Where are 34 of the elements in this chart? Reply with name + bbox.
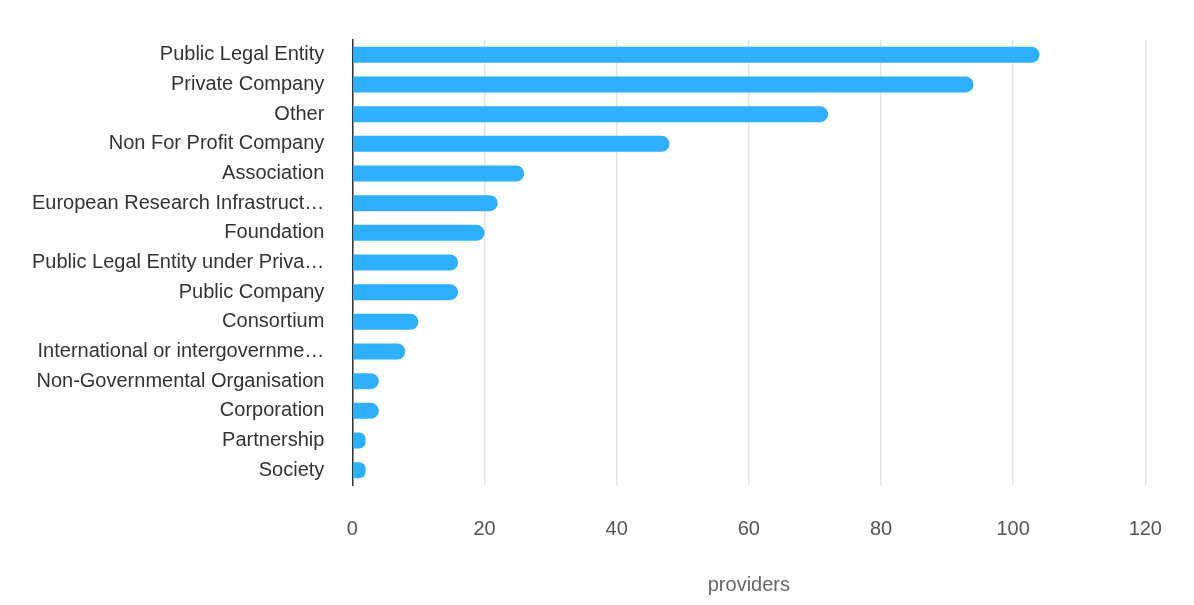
y-tick-label: Partnership (222, 428, 325, 451)
y-tick-label: Consortium (222, 309, 325, 332)
bar (353, 343, 406, 360)
bar (353, 313, 419, 330)
bar (353, 195, 498, 212)
y-tick-label: European Research Infrastruct… (32, 190, 325, 213)
bar (353, 76, 974, 93)
x-axis-title: providers (707, 572, 790, 595)
x-tick-label: 0 (346, 516, 358, 539)
x-tick-label: 40 (605, 516, 628, 539)
bar (353, 165, 525, 182)
y-tick-label: Non For Profit Company (108, 131, 325, 154)
x-tick-label: 20 (473, 516, 496, 539)
y-tick-label: Public Legal Entity (159, 42, 325, 65)
y-tick-label: Public Company (178, 279, 325, 302)
y-tick-label: International or intergovernme… (37, 339, 325, 362)
bar (353, 46, 1040, 63)
y-tick-label: Other (274, 101, 325, 124)
y-tick-label: Non-Governmental Organisation (36, 368, 325, 391)
bar (353, 254, 459, 271)
y-tick-label: Foundation (224, 220, 325, 243)
bar (353, 224, 485, 241)
y-tick-label: Society (258, 457, 325, 480)
x-tick-label: 60 (737, 516, 760, 539)
y-tick-label: Private Company (170, 72, 325, 95)
x-tick-label: 120 (1128, 516, 1162, 539)
x-tick-label: 80 (869, 516, 893, 539)
y-tick-label: Corporation (219, 398, 325, 421)
bar (353, 135, 670, 152)
x-tick-label: 100 (996, 516, 1030, 539)
y-tick-label: Association (222, 161, 325, 184)
y-tick-label: Public Legal Entity under Priva… (32, 250, 325, 273)
bar (353, 284, 459, 301)
bar (353, 106, 829, 123)
